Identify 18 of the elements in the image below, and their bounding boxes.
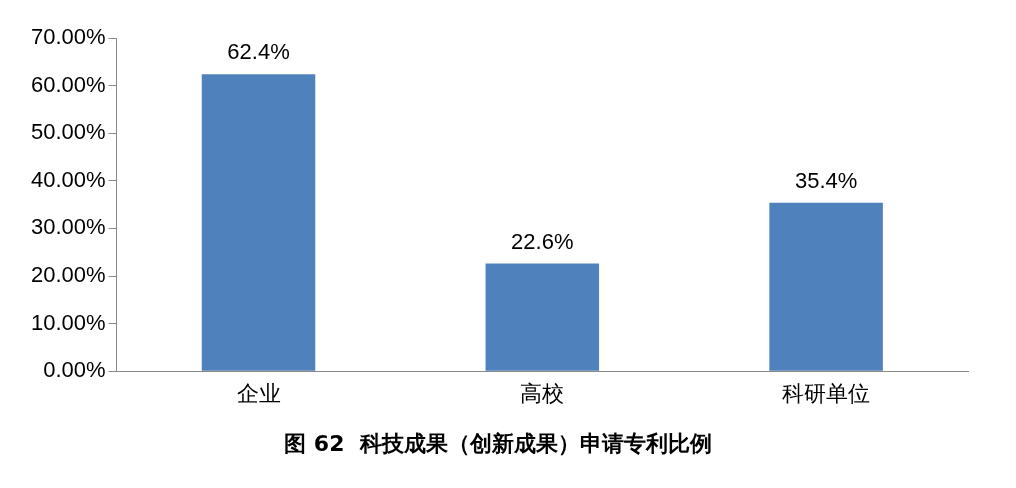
y-tick-label: 40.00% bbox=[30, 166, 106, 192]
bar bbox=[769, 202, 883, 371]
y-tick-label: 0.00% bbox=[43, 357, 106, 383]
data-label: 62.4% bbox=[227, 39, 290, 65]
y-tick-label: 20.00% bbox=[30, 262, 106, 288]
x-tick-label: 企业 bbox=[236, 381, 281, 407]
y-tick-label: 50.00% bbox=[30, 119, 106, 145]
y-tick-label: 10.00% bbox=[30, 309, 106, 335]
bar bbox=[201, 74, 316, 371]
bar bbox=[485, 263, 600, 371]
y-tick-label: 60.00% bbox=[30, 71, 106, 97]
text: 图 62 科技成果（创新成果）申请专利比例 bbox=[284, 430, 712, 456]
data-label: 22.6% bbox=[511, 228, 574, 254]
y-tick-label: 70.00% bbox=[30, 24, 106, 50]
y-tick-label: 30.00% bbox=[30, 214, 106, 240]
x-tick-label: 高校 bbox=[520, 381, 565, 407]
data-label: 35.4% bbox=[794, 167, 858, 193]
x-tick-label: 科研单位 bbox=[782, 381, 871, 407]
